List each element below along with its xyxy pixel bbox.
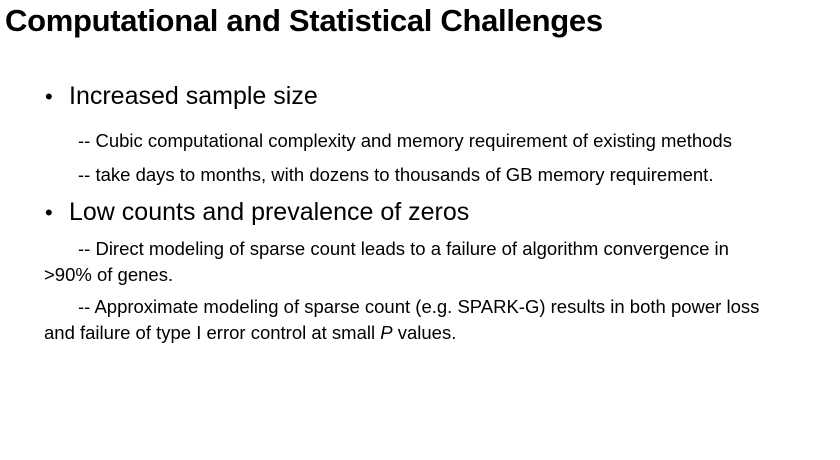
paragraph-line: >90% of genes. xyxy=(44,264,174,285)
sub-paragraph-approximate-modeling: -- Approximate modeling of sparse count … xyxy=(44,294,834,346)
sub-paragraph-direct-modeling: -- Direct modeling of sparse count leads… xyxy=(44,236,834,288)
paragraph-text: and failure of type I error control at s… xyxy=(44,322,381,343)
bullet-dot-icon: • xyxy=(45,200,53,225)
sub-point-cubic-complexity: -- Cubic computational complexity and me… xyxy=(78,130,732,151)
p-value-symbol: P xyxy=(380,322,393,343)
paragraph-line: and failure of type I error control at s… xyxy=(44,320,834,346)
bullet-low-counts: • Low counts and prevalence of zeros xyxy=(45,198,469,227)
paragraph-text: values. xyxy=(392,322,457,343)
paragraph-line: -- Approximate modeling of sparse count … xyxy=(78,296,760,317)
bullet-dot-icon: • xyxy=(45,84,53,109)
paragraph-line: -- Direct modeling of sparse count leads… xyxy=(78,238,729,259)
bullet-label: Increased sample size xyxy=(69,82,318,110)
sub-point-days-to-months: -- take days to months, with dozens to t… xyxy=(78,164,714,185)
slide-title: Computational and Statistical Challenges xyxy=(5,3,603,38)
bullet-increased-sample-size: • Increased sample size xyxy=(45,82,318,111)
bullet-label: Low counts and prevalence of zeros xyxy=(69,198,470,226)
